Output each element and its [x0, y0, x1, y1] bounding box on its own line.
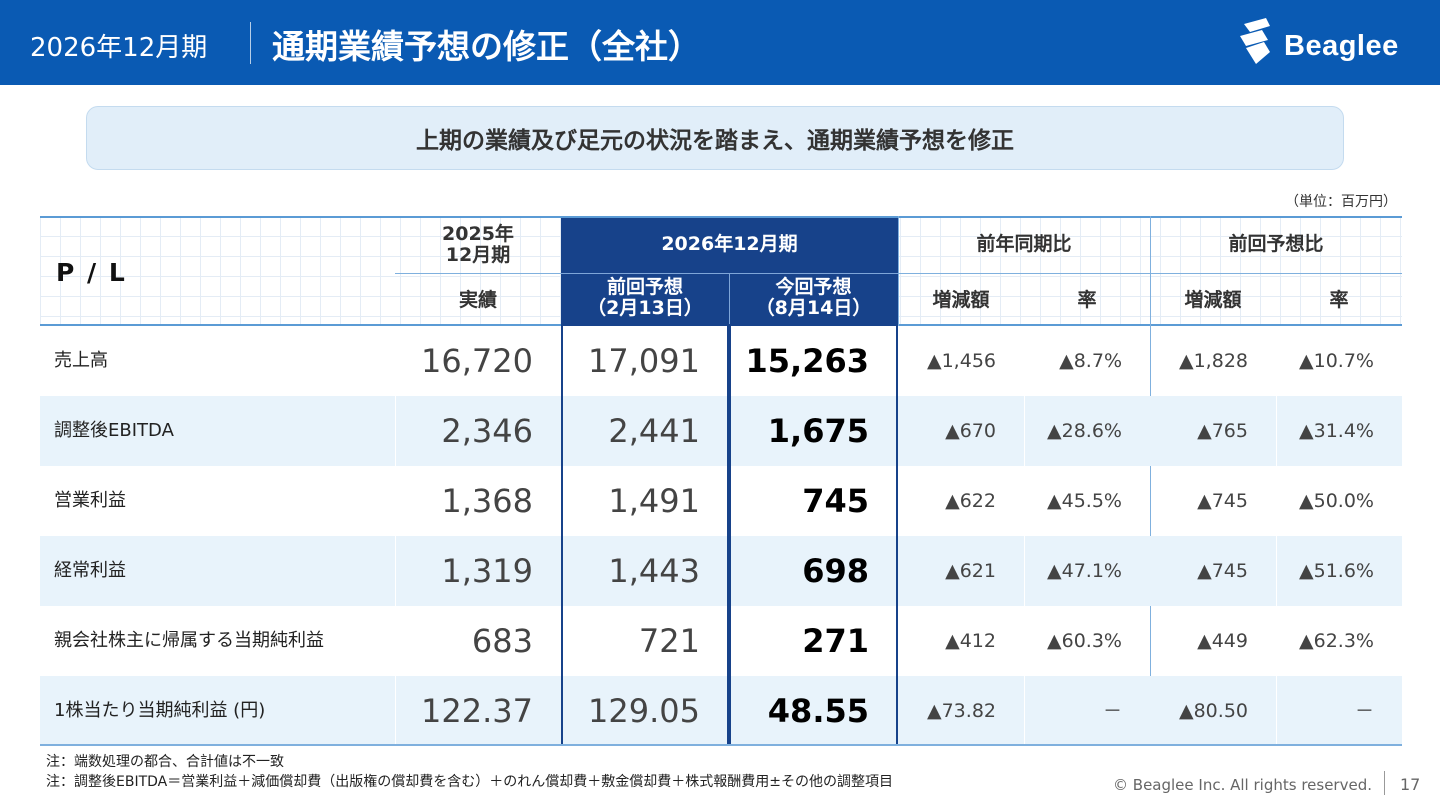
- header-divider-yoy: [898, 216, 899, 326]
- prev-forecast-value: 1,443: [608, 552, 700, 590]
- summary-banner: 上期の業績及び足元の状況を踏まえ、通期業績予想を修正: [86, 106, 1344, 170]
- yoy-diff-value: ▲412: [945, 630, 996, 652]
- vs-prev-diff-value: ▲449: [1197, 630, 1248, 652]
- yoy-rate-value: ▲45.5%: [1047, 490, 1122, 512]
- page-number: 17: [1400, 775, 1421, 794]
- row-label: 売上高: [54, 350, 108, 371]
- curr-forecast-value: 745: [802, 482, 869, 520]
- header-vs-prev-diff: 増減額: [1184, 289, 1242, 311]
- curr-forecast-value: 271: [802, 622, 869, 660]
- vs-prev-diff-value: ▲1,828: [1178, 350, 1248, 372]
- yoy-diff-value: ▲73.82: [926, 700, 996, 722]
- curr-forecast-value: 1,675: [767, 412, 869, 450]
- yoy-rate-value: －: [1102, 700, 1122, 722]
- header-yoy-diff: 増減額: [932, 289, 990, 311]
- prev-forecast-value: 721: [638, 622, 700, 660]
- row-label: 調整後EBITDA: [54, 420, 174, 441]
- actual-value: 683: [471, 622, 533, 660]
- pl-table: P / L 2025年 12月期 実績 2026年12月期 前回予想 （2月13…: [40, 216, 1402, 746]
- divider-vs-prev: [1150, 216, 1151, 746]
- vs-prev-diff-value: ▲80.50: [1178, 700, 1248, 722]
- logo-mark-icon: [1240, 18, 1270, 64]
- vs-prev-rate-value: ▲50.0%: [1299, 490, 1374, 512]
- company-logo: Beaglee: [1236, 16, 1406, 72]
- curr-forecast-frame: [729, 324, 898, 746]
- table-top-border: [40, 216, 1402, 218]
- row-label: 経常利益: [54, 560, 126, 581]
- actual-value: 2,346: [441, 412, 533, 450]
- prev-forecast-value: 2,441: [608, 412, 700, 450]
- prev-forecast-value: 17,091: [588, 342, 700, 380]
- col-sep-label: [395, 326, 396, 746]
- col-sep-yoy: [1024, 326, 1025, 746]
- actual-value: 122.37: [421, 692, 533, 730]
- vs-prev-rate-value: ▲10.7%: [1299, 350, 1374, 372]
- actual-value: 16,720: [421, 342, 533, 380]
- yoy-diff-value: ▲622: [945, 490, 996, 512]
- curr-forecast-value: 48.55: [767, 692, 869, 730]
- table-row: 1株当たり当期純利益 (円) 122.37 129.05 48.55 ▲73.8…: [40, 676, 1402, 746]
- curr-forecast-value: 15,263: [745, 342, 869, 380]
- row-label: 親会社株主に帰属する当期純利益: [54, 630, 324, 651]
- vs-prev-diff-value: ▲745: [1197, 490, 1248, 512]
- table-bottom-border: [40, 744, 1402, 746]
- header-fy2026: 2026年12月期: [661, 233, 798, 255]
- table-row: 親会社株主に帰属する当期純利益 683 721 271 ▲412 ▲60.3% …: [40, 606, 1402, 676]
- row-label: 1株当たり当期純利益 (円): [54, 700, 266, 721]
- copyright: © Beaglee Inc. All rights reserved.: [1113, 776, 1372, 794]
- vs-prev-rate-value: －: [1354, 700, 1374, 722]
- header-fy2025: 2025年 12月期: [442, 223, 514, 266]
- actual-value: 1,319: [441, 552, 533, 590]
- header-forecast-divider: [729, 273, 730, 326]
- header-bar: 2026年12月期 通期業績予想の修正（全社） Beaglee: [0, 0, 1440, 85]
- yoy-diff-value: ▲621: [945, 560, 996, 582]
- vs-prev-rate-value: ▲51.6%: [1299, 560, 1374, 582]
- header-curr-forecast: 今回予想 （8月14日）: [755, 276, 872, 319]
- header-forecast-line: [561, 273, 898, 274]
- header-vs-prev: 前回予想比: [1228, 233, 1324, 255]
- prev-forecast-value: 1,491: [608, 482, 700, 520]
- unit-label: （単位：百万円）: [1285, 194, 1397, 210]
- vs-prev-rate-value: ▲31.4%: [1299, 420, 1374, 442]
- yoy-rate-value: ▲8.7%: [1059, 350, 1122, 372]
- header-yoy: 前年同期比: [976, 233, 1072, 255]
- table-row: 経常利益 1,319 1,443 698 ▲621 ▲47.1% ▲745 ▲5…: [40, 536, 1402, 606]
- header-vs-prev-rate: 率: [1329, 289, 1349, 311]
- curr-forecast-value: 698: [802, 552, 869, 590]
- table-row: 調整後EBITDA 2,346 2,441 1,675 ▲670 ▲28.6% …: [40, 396, 1402, 466]
- yoy-diff-value: ▲670: [945, 420, 996, 442]
- footer-divider: [1384, 771, 1385, 795]
- yoy-rate-value: ▲28.6%: [1047, 420, 1122, 442]
- table-row: 売上高 16,720 17,091 15,263 ▲1,456 ▲8.7% ▲1…: [40, 326, 1402, 396]
- yoy-rate-value: ▲47.1%: [1047, 560, 1122, 582]
- footnote-rounding: 注：端数処理の都合、合計値は不一致: [46, 754, 284, 770]
- page-title: 通期業績予想の修正（全社）: [272, 27, 701, 66]
- row-label: 営業利益: [54, 490, 126, 511]
- prev-forecast-value: 129.05: [588, 692, 700, 730]
- pl-label: P / L: [56, 258, 127, 287]
- yoy-rate-value: ▲60.3%: [1047, 630, 1122, 652]
- yoy-diff-value: ▲1,456: [926, 350, 996, 372]
- header-yoy-rate: 率: [1077, 289, 1097, 311]
- header-actual: 実績: [458, 289, 497, 311]
- logo-wordmark: Beaglee: [1284, 30, 1399, 62]
- header-divider: [250, 22, 251, 64]
- vs-prev-rate-value: ▲62.3%: [1299, 630, 1374, 652]
- vs-prev-diff-value: ▲765: [1197, 420, 1248, 442]
- actual-value: 1,368: [441, 482, 533, 520]
- footnotes: 注：端数処理の都合、合計値は不一致 注：調整後EBITDA＝営業利益＋減価償却費…: [46, 752, 893, 792]
- table-row: 営業利益 1,368 1,491 745 ▲622 ▲45.5% ▲745 ▲5…: [40, 466, 1402, 536]
- footnote-ebitda: 注：調整後EBITDA＝営業利益＋減価償却費（出版権の償却費を含む）＋のれん償却…: [46, 774, 893, 790]
- vs-prev-diff-value: ▲745: [1197, 560, 1248, 582]
- prev-forecast-frame: [561, 324, 729, 746]
- fiscal-period: 2026年12月期: [30, 33, 208, 63]
- col-sep-vs-prev: [1276, 326, 1277, 746]
- header-prev-forecast: 前回予想 （2月13日）: [587, 276, 703, 319]
